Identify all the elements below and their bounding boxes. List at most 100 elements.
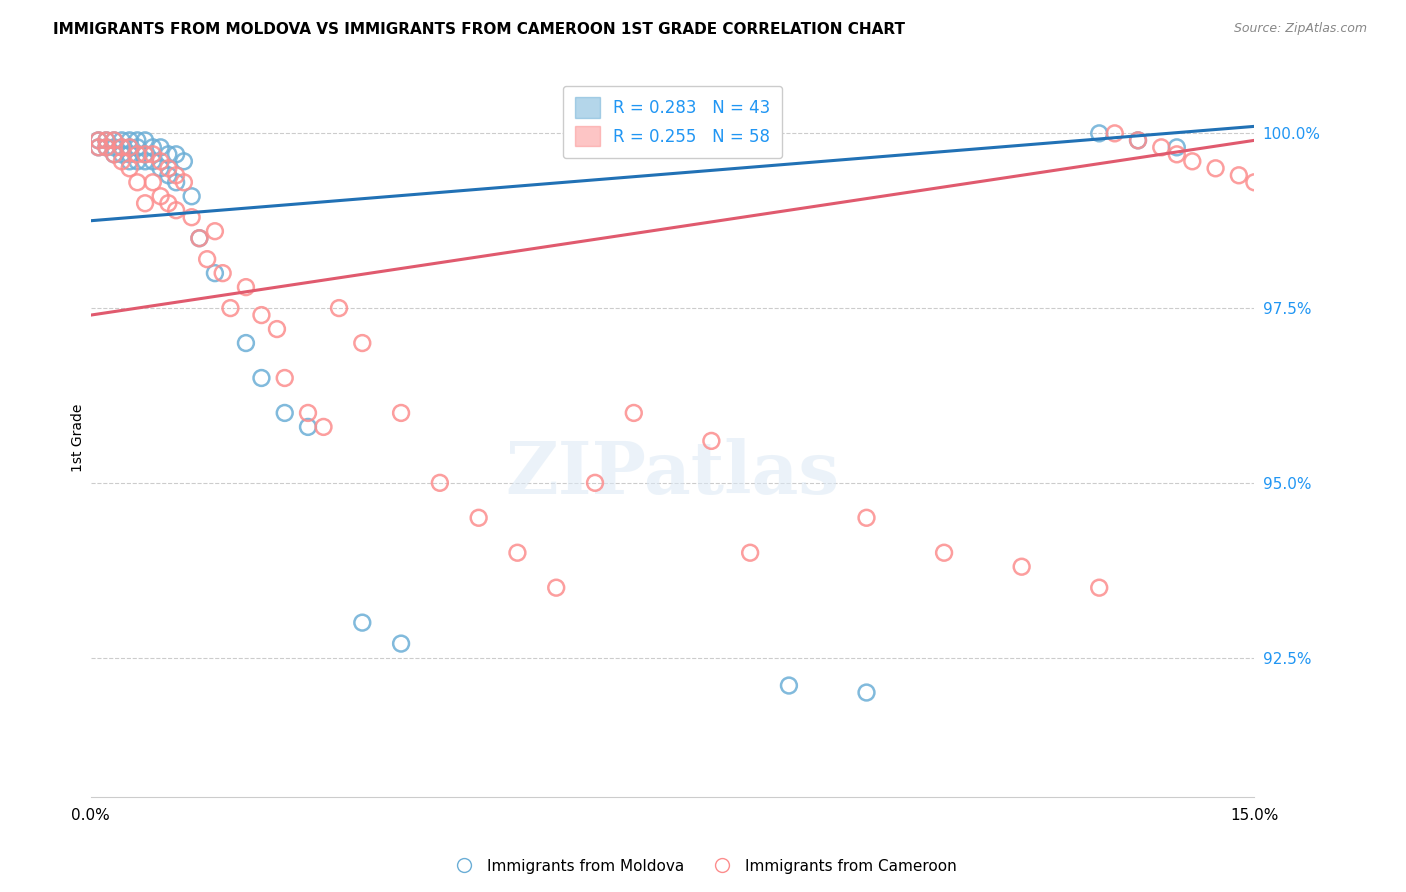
Point: [180, 211, 202, 225]
Point: [127, 140, 149, 154]
Point: [297, 406, 319, 420]
Point: [103, 147, 125, 161]
Point: [1088, 581, 1111, 595]
Point: [188, 231, 211, 245]
Point: [87, 140, 110, 154]
Point: [111, 154, 134, 169]
Point: [165, 169, 187, 183]
Point: [134, 196, 156, 211]
Point: [157, 161, 180, 176]
Point: [103, 133, 125, 147]
Point: [389, 406, 412, 420]
Point: [195, 252, 218, 267]
Point: [778, 679, 800, 693]
Point: [429, 475, 451, 490]
Point: [173, 154, 195, 169]
Point: [96, 140, 118, 154]
Point: [235, 280, 257, 294]
Text: IMMIGRANTS FROM MOLDOVA VS IMMIGRANTS FROM CAMEROON 1ST GRADE CORRELATION CHART: IMMIGRANTS FROM MOLDOVA VS IMMIGRANTS FR…: [53, 22, 905, 37]
Point: [328, 301, 350, 315]
Point: [204, 266, 226, 280]
Point: [87, 133, 110, 147]
Point: [204, 224, 226, 238]
Point: [467, 510, 489, 524]
Point: [96, 140, 118, 154]
Point: [127, 147, 149, 161]
Point: [1181, 154, 1204, 169]
Point: [118, 154, 141, 169]
Point: [1088, 127, 1111, 141]
Point: [274, 406, 297, 420]
Point: [1104, 127, 1126, 141]
Point: [127, 133, 149, 147]
Point: [352, 615, 374, 630]
Point: [149, 154, 172, 169]
Point: [103, 140, 125, 154]
Point: [506, 546, 529, 560]
Point: [165, 147, 187, 161]
Legend: R = 0.283   N = 43, R = 0.255   N = 58: R = 0.283 N = 43, R = 0.255 N = 58: [564, 86, 782, 158]
Point: [103, 147, 125, 161]
Point: [157, 169, 180, 183]
Text: ZIPatlas: ZIPatlas: [506, 438, 839, 509]
Point: [118, 133, 141, 147]
Point: [250, 308, 273, 322]
Point: [1166, 140, 1188, 154]
Point: [87, 140, 110, 154]
Point: [87, 133, 110, 147]
Point: [118, 147, 141, 161]
Text: Source: ZipAtlas.com: Source: ZipAtlas.com: [1233, 22, 1367, 36]
Point: [142, 154, 165, 169]
Point: [1011, 559, 1033, 574]
Point: [297, 420, 319, 434]
Point: [96, 133, 118, 147]
Point: [142, 140, 165, 154]
Point: [103, 133, 125, 147]
Point: [111, 147, 134, 161]
Point: [142, 175, 165, 189]
Point: [740, 546, 762, 560]
Point: [127, 154, 149, 169]
Point: [1243, 175, 1265, 189]
Point: [312, 420, 335, 434]
Point: [118, 140, 141, 154]
Point: [157, 196, 180, 211]
Point: [352, 336, 374, 351]
Point: [546, 581, 568, 595]
Point: [700, 434, 723, 448]
Point: [855, 685, 877, 699]
Point: [623, 406, 645, 420]
Point: [932, 546, 955, 560]
Point: [142, 147, 165, 161]
Point: [1150, 140, 1173, 154]
Point: [111, 140, 134, 154]
Point: [149, 140, 172, 154]
Point: [173, 175, 195, 189]
Point: [1166, 147, 1188, 161]
Point: [219, 301, 242, 315]
Point: [1126, 133, 1149, 147]
Point: [583, 475, 606, 490]
Point: [134, 147, 156, 161]
Point: [127, 175, 149, 189]
Point: [211, 266, 233, 280]
Point: [250, 371, 273, 385]
Point: [855, 510, 877, 524]
Point: [157, 147, 180, 161]
Point: [111, 140, 134, 154]
Point: [188, 231, 211, 245]
Point: [165, 203, 187, 218]
Point: [111, 133, 134, 147]
Legend: Immigrants from Moldova, Immigrants from Cameroon: Immigrants from Moldova, Immigrants from…: [443, 853, 963, 880]
Y-axis label: 1st Grade: 1st Grade: [72, 403, 86, 472]
Point: [274, 371, 297, 385]
Point: [134, 133, 156, 147]
Point: [96, 133, 118, 147]
Point: [134, 154, 156, 169]
Point: [1126, 133, 1149, 147]
Point: [134, 147, 156, 161]
Point: [1205, 161, 1227, 176]
Point: [118, 140, 141, 154]
Point: [149, 161, 172, 176]
Point: [180, 189, 202, 203]
